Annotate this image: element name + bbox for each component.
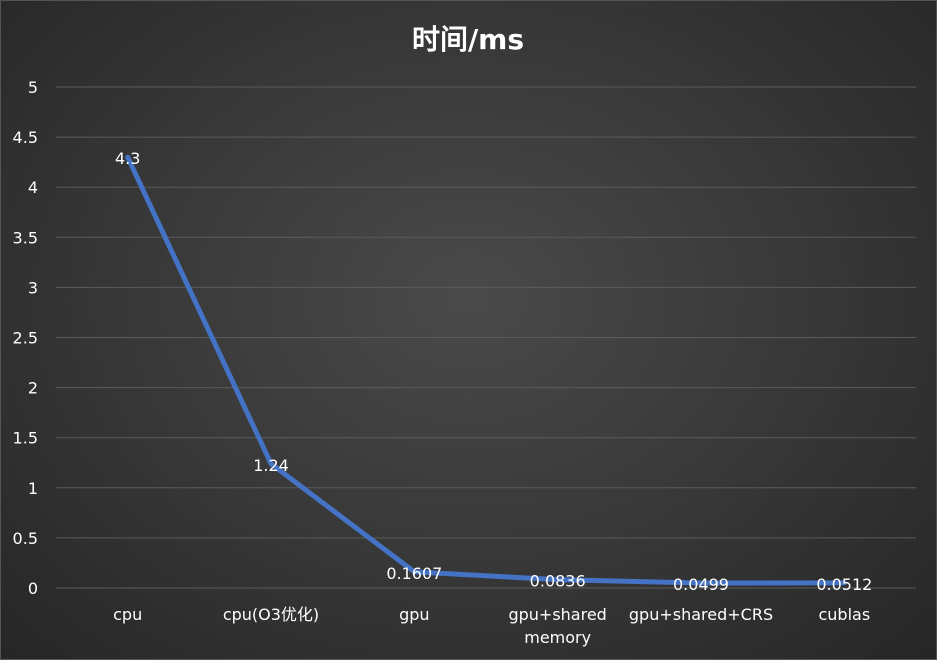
x-tick-label: gpu+shared memory [508,605,606,647]
data-point [126,155,130,159]
x-tick-label: gpu [399,605,429,624]
y-tick-label: 3.5 [13,228,38,247]
data-point [412,570,416,574]
data-label: 0.0512 [816,575,872,594]
y-axis-ticks: 0 0.5 1 1.5 2 2.5 3 3.5 4 4.5 5 [13,78,38,598]
x-tick-label: cpu(O3优化) [223,605,319,624]
x-tick-label: cublas [818,605,870,624]
gridlines [56,86,916,589]
data-label: 4.3 [115,149,140,168]
y-tick-label: 0 [28,579,38,598]
chart-title: 时间/ms [412,23,524,56]
y-tick-label: 3 [28,278,38,297]
x-tick-label: gpu+shared+CRS [629,605,773,624]
x-axis-ticks: cpu cpu(O3优化) gpu gpu+shared memory gpu+share… [113,605,870,647]
data-point [842,581,846,585]
data-label: 1.24 [253,456,289,475]
y-tick-label: 2 [28,379,38,398]
data-point [269,462,273,466]
y-tick-label: 1 [28,479,38,498]
data-point [556,578,560,582]
series-line [125,154,847,586]
series-layer [125,154,847,586]
x-tick-label: cpu [113,605,142,624]
y-tick-label: 2.5 [13,329,38,348]
data-point [699,581,703,585]
y-tick-label: 4.5 [13,128,38,147]
y-tick-label: 4 [28,178,38,197]
y-tick-label: 5 [28,78,38,97]
data-labels: 4.3 1.24 0.1607 0.0836 0.0499 0.0512 [115,149,872,594]
y-tick-label: 1.5 [13,429,38,448]
data-label: 0.0499 [673,575,729,594]
data-label: 0.1607 [386,564,442,583]
y-tick-label: 0.5 [13,529,38,548]
data-label: 0.0836 [530,572,586,591]
